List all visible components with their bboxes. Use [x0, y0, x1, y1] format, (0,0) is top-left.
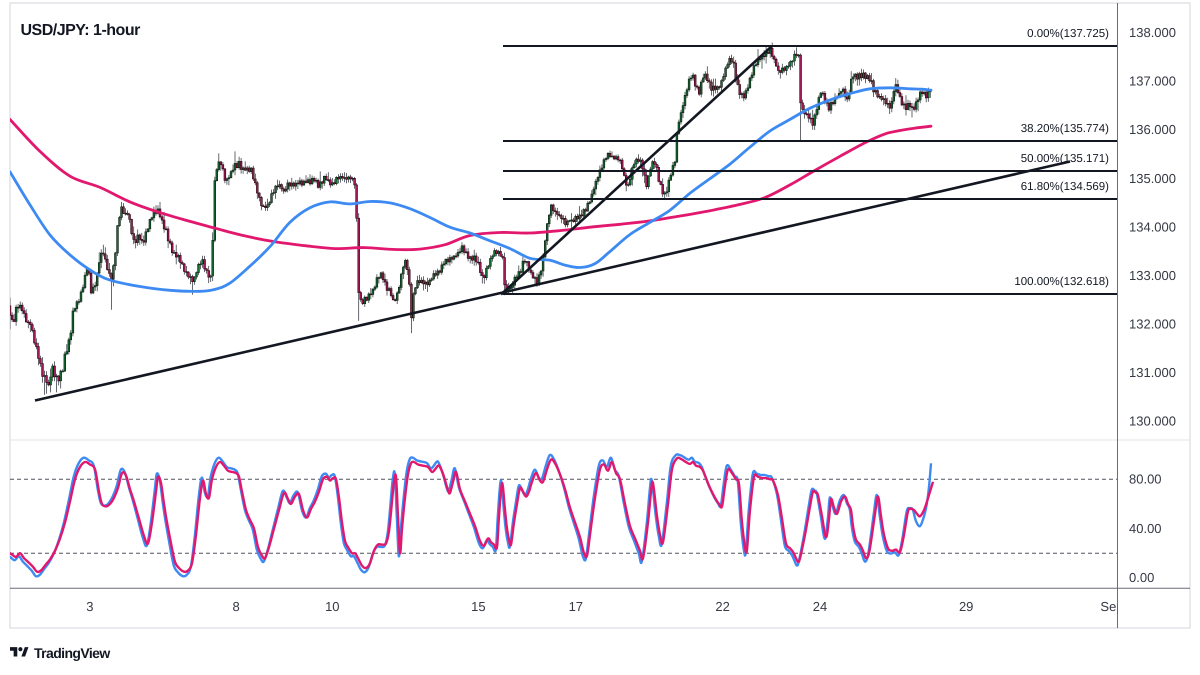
svg-text:138.000: 138.000	[1129, 25, 1176, 40]
svg-text:136.000: 136.000	[1129, 122, 1176, 137]
svg-text:10: 10	[325, 599, 339, 614]
svg-text:135.000: 135.000	[1129, 171, 1176, 186]
svg-text:0.00%(137.725): 0.00%(137.725)	[1027, 28, 1109, 40]
svg-text:29: 29	[959, 599, 973, 614]
svg-text:132.000: 132.000	[1129, 317, 1176, 332]
svg-text:40.00: 40.00	[1129, 521, 1162, 536]
svg-text:131.000: 131.000	[1129, 365, 1176, 380]
svg-text:Sep: Sep	[1100, 599, 1123, 614]
svg-text:3: 3	[86, 599, 93, 614]
svg-text:17: 17	[569, 599, 583, 614]
svg-text:8: 8	[232, 599, 239, 614]
svg-text:133.000: 133.000	[1129, 268, 1176, 283]
svg-text:130.000: 130.000	[1129, 414, 1176, 429]
svg-text:0.00: 0.00	[1129, 570, 1154, 585]
svg-text:61.80%(134.569): 61.80%(134.569)	[1021, 181, 1109, 193]
svg-text:24: 24	[813, 599, 827, 614]
svg-text:50.00%(135.171): 50.00%(135.171)	[1021, 153, 1109, 165]
svg-text:80.00: 80.00	[1129, 472, 1162, 487]
svg-text:137.000: 137.000	[1129, 74, 1176, 89]
svg-text:38.20%(135.774): 38.20%(135.774)	[1021, 123, 1109, 135]
svg-text:100.00%(132.618): 100.00%(132.618)	[1014, 276, 1109, 288]
svg-text:22: 22	[715, 599, 729, 614]
svg-text:134.000: 134.000	[1129, 219, 1176, 234]
svg-text:TradingView: TradingView	[34, 645, 110, 661]
svg-text:15: 15	[471, 599, 485, 614]
svg-text:USD/JPY: 1-hour: USD/JPY: 1-hour	[21, 22, 141, 39]
